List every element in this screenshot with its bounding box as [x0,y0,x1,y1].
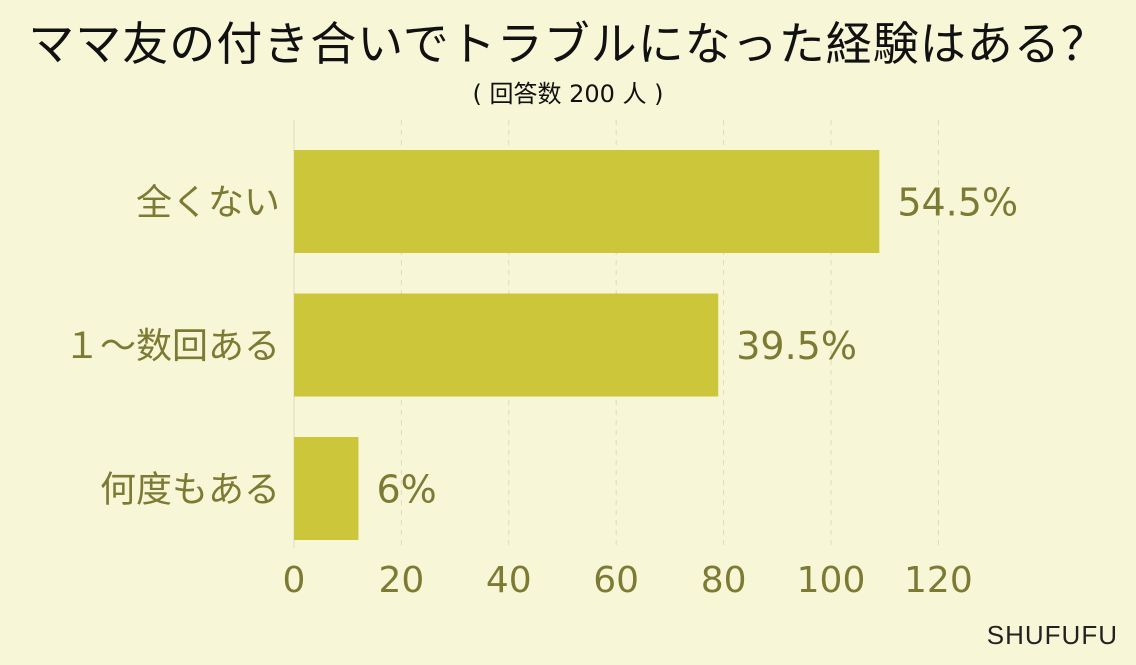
bars [294,150,880,540]
source-credit: SHUFUFU [986,620,1118,650]
x-tick-label: 120 [904,560,973,601]
x-tick-label: 40 [486,560,532,601]
x-tick-label: 20 [378,560,424,601]
x-tick-label: 0 [283,560,306,601]
x-axis-ticks: 0 20 40 60 80 100 120 [283,560,973,601]
value-label: 39.5% [736,324,857,368]
x-tick-label: 60 [593,560,639,601]
bar-2 [294,437,359,540]
chart-title: ママ友の付き合いでトラブルになった経験はある？ [28,17,1108,71]
bar-1 [294,293,719,397]
category-label: 何度もある [100,470,280,511]
category-label: 全くない [136,183,280,224]
value-labels: 54.5% 39.5% 6% [376,181,1018,512]
bar-0 [294,150,880,253]
value-label: 54.5% [897,181,1018,225]
value-label: 6% [376,468,436,512]
category-label: １～数回ある [64,326,280,367]
x-tick-label: 80 [701,560,747,601]
chart-subtitle: ( 回答数 200 人 ) [472,80,664,108]
x-tick-label: 100 [797,560,866,601]
